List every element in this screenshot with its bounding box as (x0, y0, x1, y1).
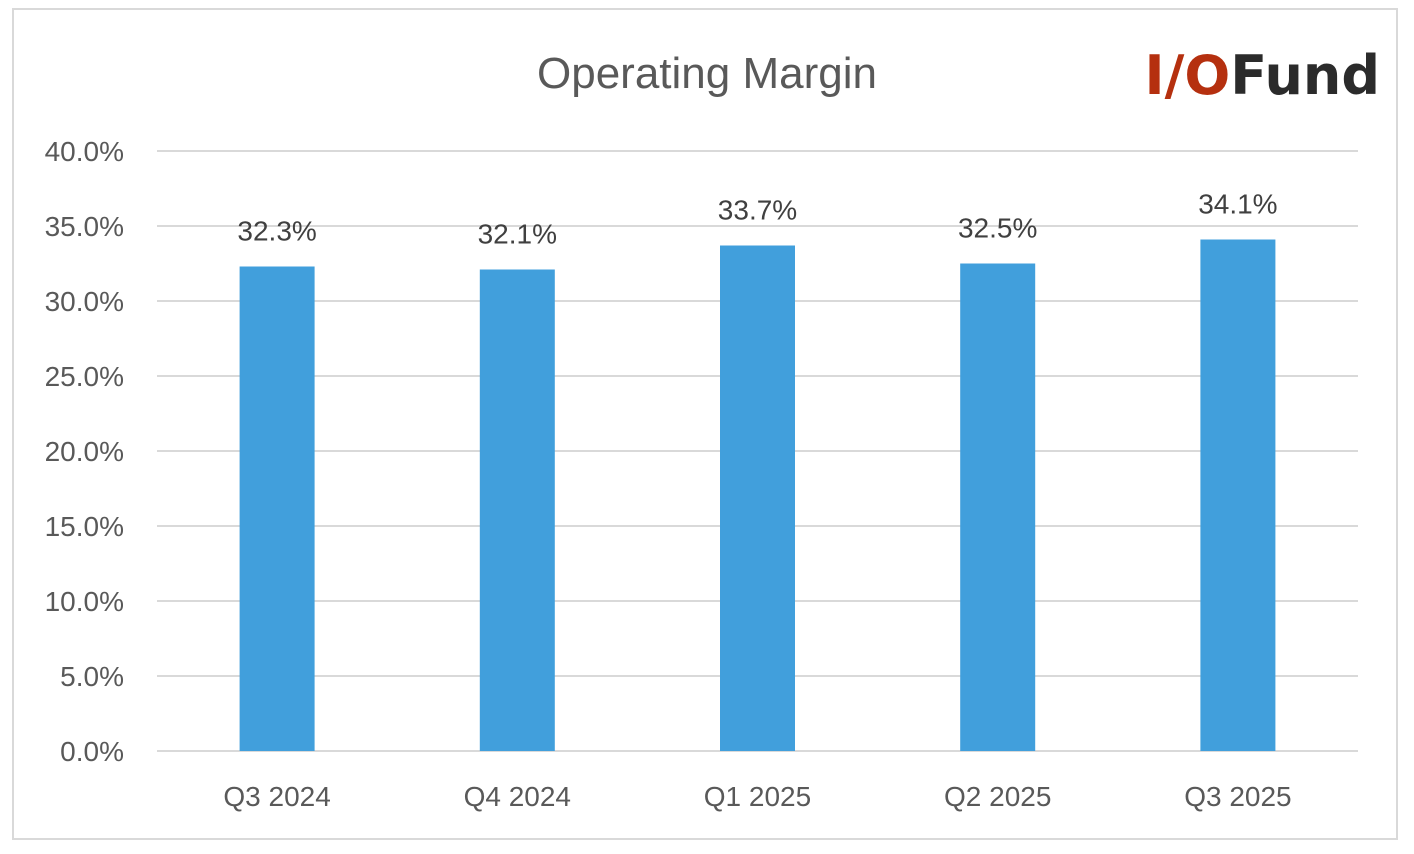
bar-data-label: 32.3% (237, 216, 316, 247)
y-tick-label: 30.0% (45, 286, 124, 317)
bar-data-label: 34.1% (1198, 189, 1277, 220)
y-tick-label: 35.0% (45, 211, 124, 242)
x-tick-label: Q1 2025 (704, 781, 811, 812)
logo-main-text: Fund (1230, 44, 1380, 107)
y-tick-label: 5.0% (60, 661, 124, 692)
data-labels: 32.3% 32.1% 33.7% 32.5% 34.1% (237, 189, 1277, 250)
x-tick-label: Q3 2024 (223, 781, 330, 812)
y-tick-label: 20.0% (45, 436, 124, 467)
bar-data-label: 32.1% (478, 219, 557, 250)
logo: I/OFund (1145, 44, 1380, 107)
bar (720, 245, 795, 751)
y-axis-tick-labels: 0.0% 5.0% 10.0% 15.0% 20.0% 25.0% 30.0% 35.0% 40… (45, 136, 124, 767)
bar-data-label: 33.7% (718, 195, 797, 226)
y-tick-label: 15.0% (45, 511, 124, 542)
x-axis-tick-labels: Q3 2024 Q4 2024 Q1 2025 Q2 2025 Q3 2025 (223, 781, 1291, 812)
logo-accent-text: I/O (1145, 44, 1231, 107)
bar (960, 263, 1036, 751)
y-tick-label: 40.0% (45, 136, 124, 167)
chart-title: Operating Margin (537, 49, 877, 98)
bars (239, 239, 1276, 751)
x-tick-label: Q3 2025 (1184, 781, 1291, 812)
y-tick-label: 10.0% (45, 586, 124, 617)
x-tick-label: Q2 2025 (944, 781, 1051, 812)
y-tick-label: 25.0% (45, 361, 124, 392)
bar (479, 269, 555, 751)
bar (1200, 239, 1276, 751)
bar (239, 266, 315, 751)
bar-data-label: 32.5% (958, 213, 1037, 244)
svg-text:I/OFund: I/OFund (1145, 44, 1380, 107)
y-tick-label: 0.0% (60, 736, 124, 767)
x-tick-label: Q4 2024 (464, 781, 571, 812)
